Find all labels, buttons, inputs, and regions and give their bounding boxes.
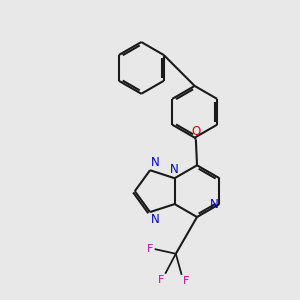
Text: N: N bbox=[151, 213, 160, 226]
Text: F: F bbox=[147, 244, 154, 254]
Text: N: N bbox=[170, 164, 179, 176]
Text: F: F bbox=[158, 275, 164, 285]
Text: F: F bbox=[183, 276, 189, 286]
Text: N: N bbox=[209, 198, 218, 211]
Text: N: N bbox=[151, 156, 160, 169]
Text: O: O bbox=[192, 125, 201, 138]
